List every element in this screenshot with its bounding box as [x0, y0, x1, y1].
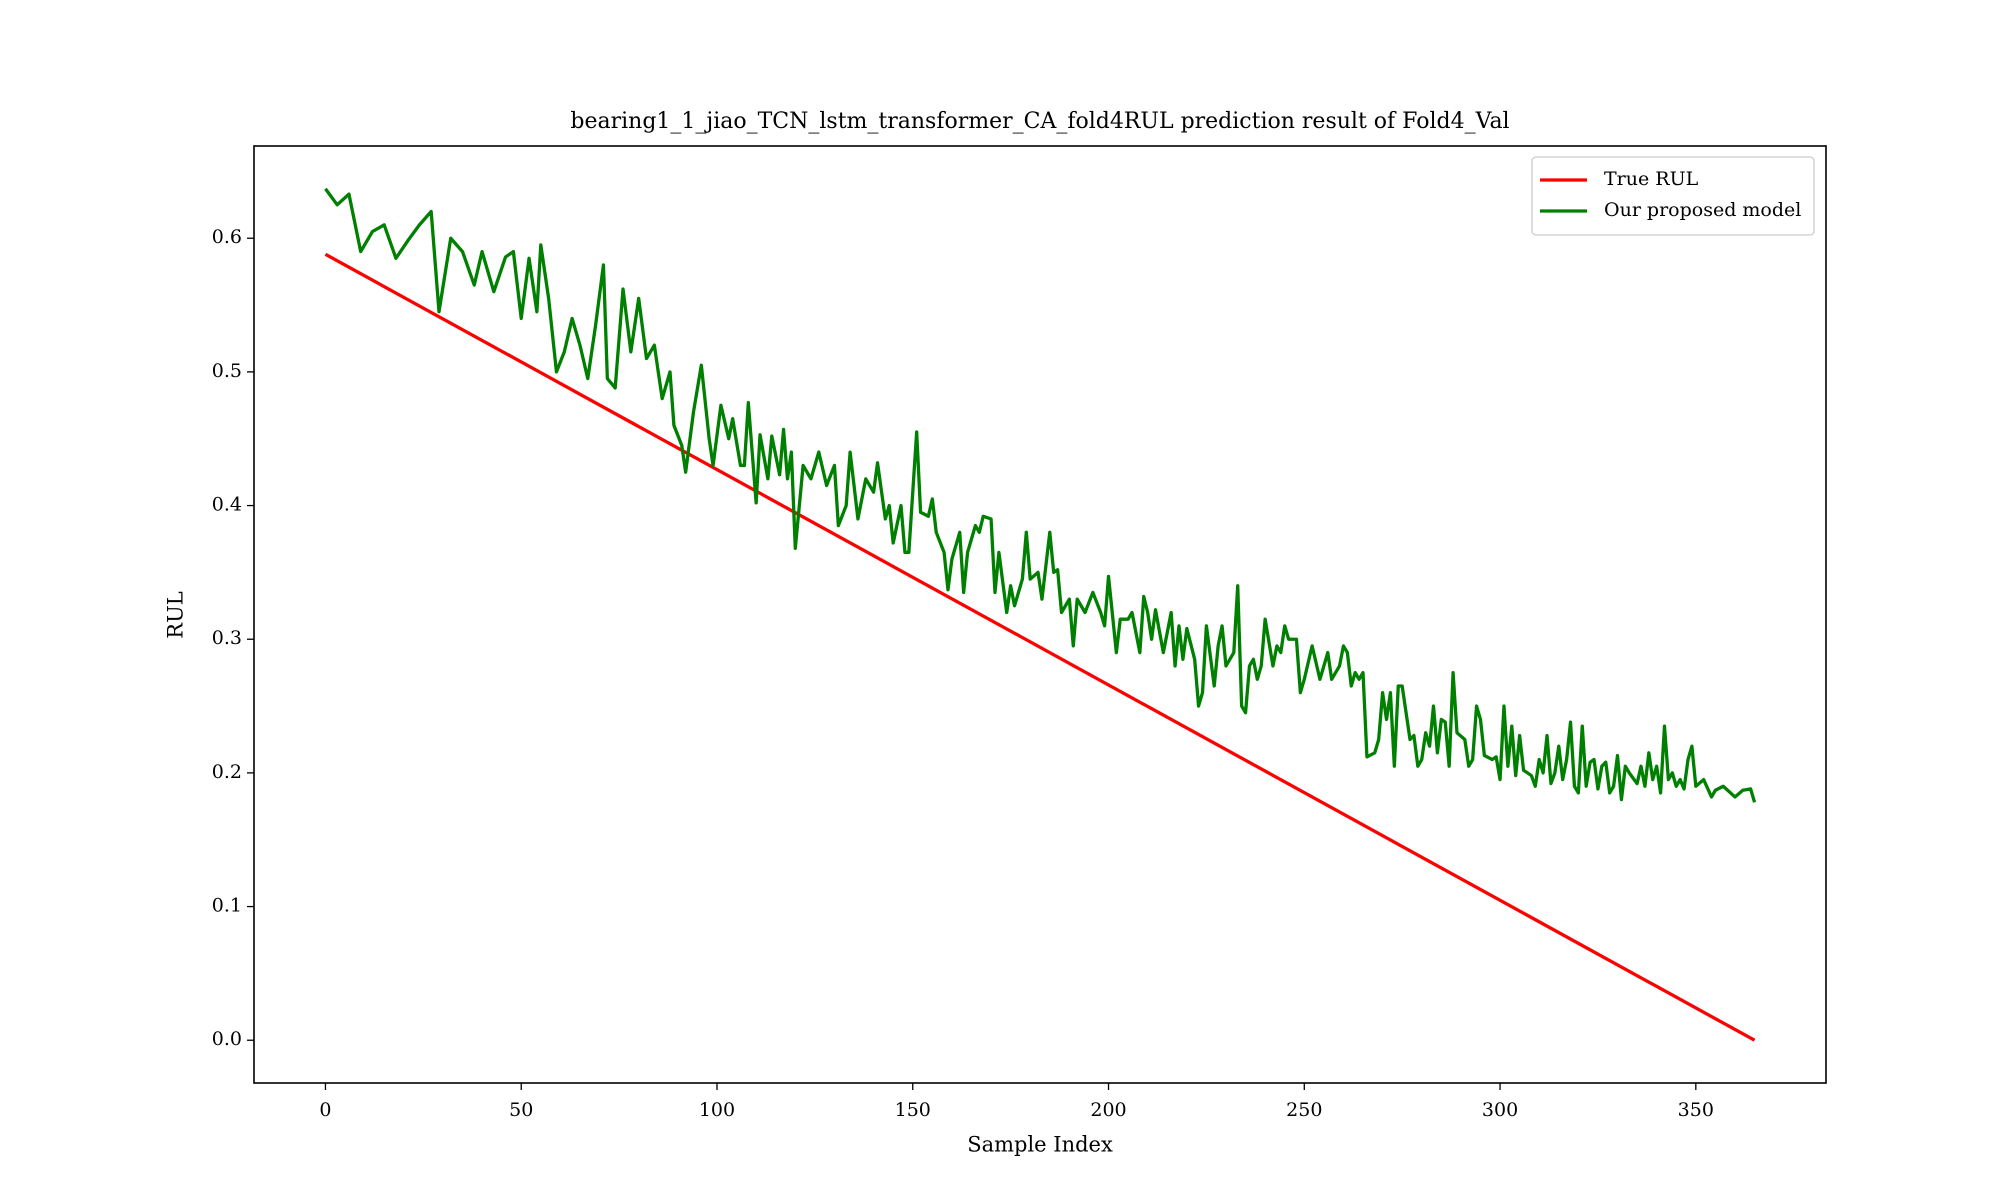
plot-frame — [253, 145, 1827, 1084]
x-tick-label: 150 — [895, 1099, 931, 1121]
legend-label: True RUL — [1604, 168, 1699, 190]
y-tick-label: 0.0 — [212, 1028, 242, 1050]
chart-title: bearing1_1_jiao_TCN_lstm_transformer_CA_… — [570, 109, 1509, 134]
x-tick-label: 350 — [1678, 1099, 1714, 1121]
x-tick-label: 100 — [699, 1099, 735, 1121]
x-tick-label: 0 — [319, 1099, 331, 1121]
x-axis-label: Sample Index — [967, 1133, 1113, 1157]
legend-box — [1531, 156, 1815, 236]
x-tick-label: 250 — [1286, 1099, 1322, 1121]
x-tick-label: 50 — [509, 1099, 533, 1121]
x-tick-label: 200 — [1090, 1099, 1126, 1121]
y-tick-label: 0.3 — [212, 627, 242, 649]
y-tick-label: 0.4 — [212, 494, 242, 516]
y-tick-label: 0.1 — [212, 895, 242, 917]
data-line — [324, 187, 1757, 803]
y-tick-label: 0.5 — [212, 360, 242, 382]
x-tick-label: 300 — [1482, 1099, 1518, 1121]
y-tick-label: 0.6 — [212, 226, 242, 248]
y-tick-label: 0.2 — [212, 761, 242, 783]
y-axis-label: RUL — [164, 591, 188, 639]
data-line — [324, 252, 1756, 1042]
legend-label: Our proposed model — [1604, 199, 1801, 221]
